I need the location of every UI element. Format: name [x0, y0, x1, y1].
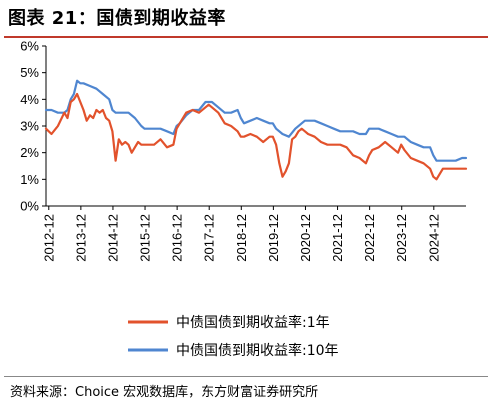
y-tick-label: 6% [20, 39, 39, 54]
series-line-10y [44, 79, 468, 162]
y-tick-label: 1% [20, 172, 39, 187]
x-tick-label: 2015-12 [138, 214, 153, 262]
source-note: 资料来源：Choice 宏观数据库，东方财富证券研究所 [10, 385, 319, 400]
x-tick-label: 2017-12 [202, 214, 217, 262]
x-tick-label: 2022-12 [362, 214, 377, 262]
x-tick-label: 2012-12 [41, 214, 56, 262]
footer-rule [4, 376, 488, 377]
x-tick-label: 2014-12 [105, 214, 120, 262]
x-tick-label: 2023-12 [394, 214, 409, 262]
y-tick-label: 4% [20, 92, 39, 107]
title-rule [4, 36, 488, 38]
y-tick-label: 2% [20, 145, 39, 160]
x-tick-label: 2024-12 [426, 214, 441, 262]
x-tick-label: 2021-12 [330, 214, 345, 262]
series-line-1y [44, 92, 468, 181]
x-tick-label: 2016-12 [170, 214, 185, 262]
y-tick-label: 0% [20, 199, 39, 214]
y-tick-label: 3% [20, 119, 39, 134]
x-tick-label: 2013-12 [73, 214, 88, 262]
y-tick-label: 5% [20, 65, 39, 80]
legend-label-10y: 中债国债到期收益率:10年 [176, 342, 339, 359]
legend-label-1y: 中债国债到期收益率:1年 [176, 314, 330, 331]
x-tick-label: 2018-12 [234, 214, 249, 262]
figure-title: 图表 21：国债到期收益率 [8, 8, 226, 29]
x-tick-label: 2020-12 [298, 214, 313, 262]
x-tick-label: 2019-12 [266, 214, 281, 262]
